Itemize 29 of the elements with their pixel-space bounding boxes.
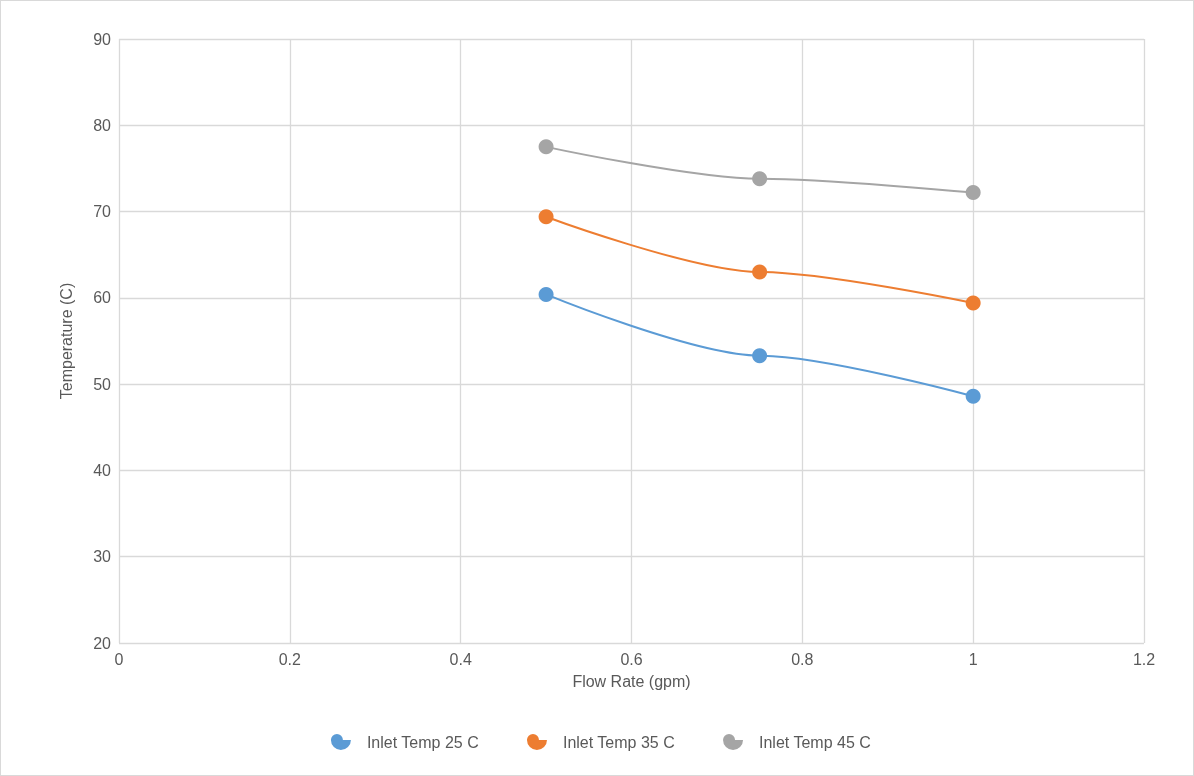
y-tick-label: 80: [93, 116, 112, 134]
x-tick-label: 1: [968, 650, 978, 668]
point: [965, 388, 981, 404]
y-tick-label: 40: [93, 461, 112, 479]
point: [752, 264, 768, 280]
x-tick-label: 0: [114, 650, 124, 668]
y-tick-label: 70: [93, 203, 112, 221]
point: [965, 295, 981, 311]
point: [538, 209, 554, 225]
x-tick-label: 0.4: [449, 650, 472, 668]
point: [752, 348, 768, 364]
x-axis-title: Flow Rate (gpm): [572, 672, 691, 690]
legend-label: Inlet Temp 45 C: [759, 733, 871, 751]
y-tick-label: 20: [93, 634, 112, 652]
point: [538, 286, 554, 302]
y-axis-title: Temperature (C): [57, 282, 75, 400]
point: [538, 139, 554, 155]
legend-label: Inlet Temp 35 C: [562, 733, 675, 751]
y-tick-label: 50: [93, 375, 112, 393]
x-tick-label: 1.2: [1132, 650, 1156, 668]
point: [965, 185, 981, 201]
y-tick-label: 30: [93, 548, 112, 566]
legend-label: Inlet Temp 25 C: [366, 733, 479, 751]
y-tick-label: 90: [93, 30, 112, 48]
x-tick-label: 0.8: [791, 650, 814, 668]
point: [752, 171, 768, 187]
x-tick-label: 0.2: [278, 650, 302, 668]
x-tick-label: 0.6: [620, 650, 643, 668]
y-tick-label: 60: [93, 289, 112, 307]
